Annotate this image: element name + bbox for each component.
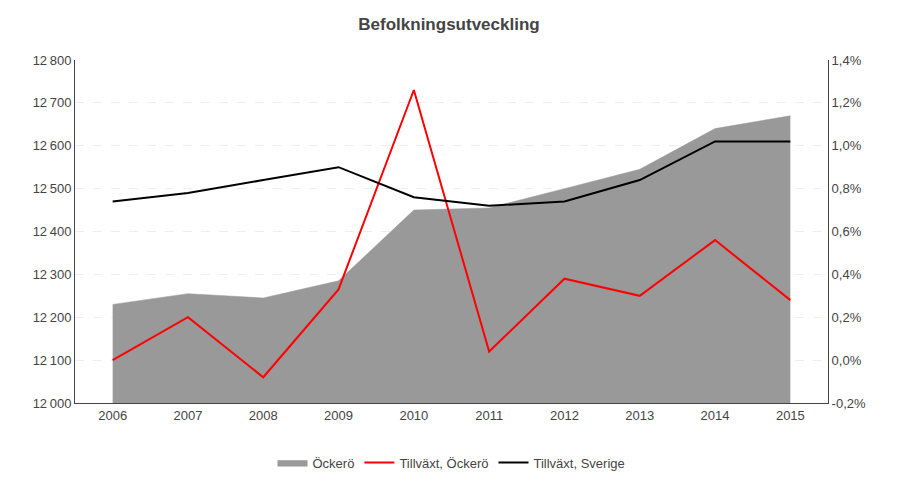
svg-text:Tillväxt, Öckerö: Tillväxt, Öckerö <box>399 456 488 471</box>
svg-text:0,6%: 0,6% <box>832 224 862 239</box>
svg-text:12 400: 12 400 <box>33 224 72 239</box>
svg-text:12 700: 12 700 <box>33 95 72 110</box>
svg-text:12 300: 12 300 <box>33 267 72 282</box>
svg-text:0,4%: 0,4% <box>832 267 862 282</box>
svg-text:12 200: 12 200 <box>33 310 72 325</box>
svg-text:2014: 2014 <box>701 408 730 423</box>
svg-text:2008: 2008 <box>249 408 278 423</box>
svg-text:1,4%: 1,4% <box>832 53 862 68</box>
svg-text:1,0%: 1,0% <box>832 138 862 153</box>
svg-text:12 100: 12 100 <box>33 353 72 368</box>
svg-text:1,2%: 1,2% <box>832 95 862 110</box>
svg-text:2012: 2012 <box>550 408 579 423</box>
svg-text:Befolkningsutveckling: Befolkningsutveckling <box>358 15 539 34</box>
svg-text:Tillväxt, Sverige: Tillväxt, Sverige <box>534 456 625 471</box>
svg-text:2009: 2009 <box>324 408 353 423</box>
svg-text:2010: 2010 <box>399 408 428 423</box>
svg-text:2011: 2011 <box>475 408 503 423</box>
svg-text:0,0%: 0,0% <box>832 353 862 368</box>
svg-text:0,8%: 0,8% <box>832 181 862 196</box>
svg-text:2007: 2007 <box>173 408 202 423</box>
svg-text:-0,2%: -0,2% <box>832 396 866 411</box>
svg-text:2013: 2013 <box>625 408 654 423</box>
svg-text:2006: 2006 <box>98 408 127 423</box>
svg-text:12 000: 12 000 <box>33 396 72 411</box>
svg-text:12 800: 12 800 <box>33 53 72 68</box>
svg-text:12 600: 12 600 <box>33 138 72 153</box>
svg-text:Öckerö: Öckerö <box>313 456 355 471</box>
svg-text:0,2%: 0,2% <box>832 310 862 325</box>
svg-text:2015: 2015 <box>776 408 805 423</box>
svg-text:12 500: 12 500 <box>33 181 72 196</box>
